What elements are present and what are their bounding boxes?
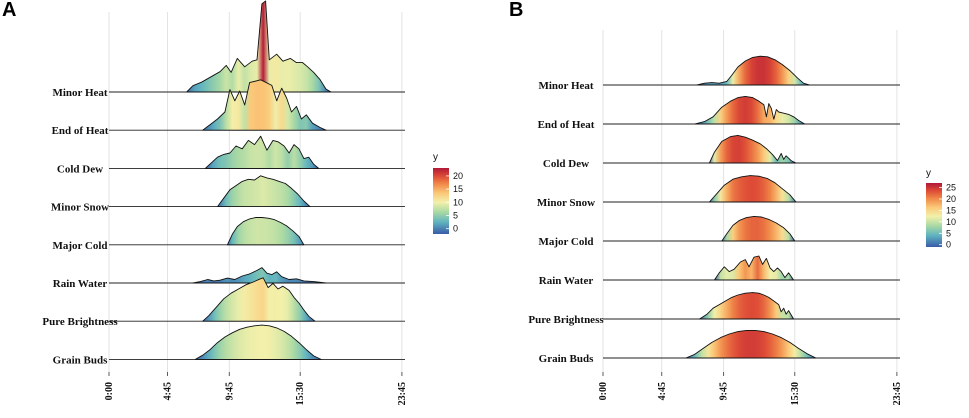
panel-b-x-ticks: 0:00 4:45 9:45 15:30 23:45 [598, 372, 903, 405]
panel-a-legend: y 0 5 10 15 20 [433, 152, 463, 234]
x-tick-label: 0:00 [598, 382, 609, 400]
legend-tick-label: 0 [453, 224, 458, 234]
panel-a-x-ticks: 0:00 4:45 9:45 15:30 23:45 [104, 372, 408, 405]
ridge-cold-dew [204, 135, 320, 169]
row-label: End of Heat [538, 119, 595, 131]
panel-b-label: B [509, 0, 523, 21]
row-label: Rain Water [53, 278, 108, 290]
ridge-minor-snow [708, 175, 797, 203]
x-tick-label: 9:45 [224, 382, 235, 400]
row-label: Cold Dew [57, 163, 103, 175]
panel-a-label: A [2, 0, 16, 21]
ridge-pure-brightness [202, 277, 316, 322]
ridge-cold-dew [708, 134, 797, 164]
legend-tick-label: 20 [946, 194, 956, 204]
legend-tick-label: 25 [946, 183, 956, 193]
panel-a-ridges [109, 0, 405, 360]
ridge-major-cold [226, 217, 305, 246]
panel-a: A Minor Heat End of Heat Cold Dew Minor Sno… [2, 0, 463, 405]
row-label: Minor Heat [538, 80, 593, 92]
ridge-minor-heat [186, 0, 332, 93]
legend-tick-label: 15 [453, 184, 463, 194]
legend-tick-label: 5 [453, 211, 458, 221]
panel-b-row-labels: Minor Heat End of Heat Cold Dew Minor Snow M… [528, 80, 604, 365]
row-label: Minor Snow [537, 197, 595, 209]
ridge-minor-snow [217, 175, 311, 208]
row-label: Cold Dew [543, 158, 589, 170]
ridge-end-of-heat [202, 79, 327, 131]
x-tick-label: 4:45 [163, 382, 174, 400]
row-label: Major Cold [52, 240, 107, 252]
legend-tick-label: 10 [453, 197, 463, 207]
legend-tick-label: 20 [453, 171, 463, 181]
ridge-pure-brightness [699, 292, 795, 320]
ridge-grain-buds [685, 329, 817, 359]
row-label: Minor Snow [51, 202, 109, 214]
legend-title: y [926, 168, 931, 179]
ridge-rain-water [713, 255, 795, 281]
row-label: Minor Heat [52, 87, 107, 99]
x-tick-label: 9:45 [719, 382, 730, 400]
ridge-grain-buds [194, 324, 322, 360]
row-label: Grain Buds [53, 354, 108, 366]
x-tick-label: 4:45 [657, 382, 668, 400]
ridge-rain-water [192, 267, 327, 284]
x-tick-label: 0:00 [104, 382, 115, 400]
row-label: End of Heat [52, 125, 109, 137]
x-tick-label: 15:30 [295, 382, 306, 405]
row-label: Grain Buds [539, 353, 594, 365]
legend-colorbar [433, 168, 449, 234]
x-tick-label: 23:45 [397, 382, 408, 405]
row-label: Major Cold [538, 236, 593, 248]
ridge-major-cold [721, 215, 796, 242]
panel-b-ridges [603, 55, 900, 359]
legend-title: y [433, 152, 438, 163]
legend-colorbar [926, 183, 942, 247]
x-tick-label: 23:45 [892, 382, 903, 405]
legend-tick-label: 15 [946, 205, 956, 215]
legend-tick-label: 10 [946, 217, 956, 227]
row-label: Pure Brightness [42, 316, 118, 328]
ridge-end-of-heat [694, 95, 806, 125]
legend-tick-label: 0 [946, 240, 951, 250]
row-label: Pure Brightness [528, 314, 604, 326]
legend-tick-label: 5 [946, 228, 951, 238]
x-tick-label: 15:30 [790, 382, 801, 405]
ridge-minor-heat [696, 55, 811, 86]
panel-b: B Minor Heat End of Heat Cold Dew Minor Sno… [509, 0, 956, 405]
row-label: Rain Water [539, 275, 594, 287]
panel-a-row-labels: Minor Heat End of Heat Cold Dew Minor Snow M… [42, 87, 118, 366]
